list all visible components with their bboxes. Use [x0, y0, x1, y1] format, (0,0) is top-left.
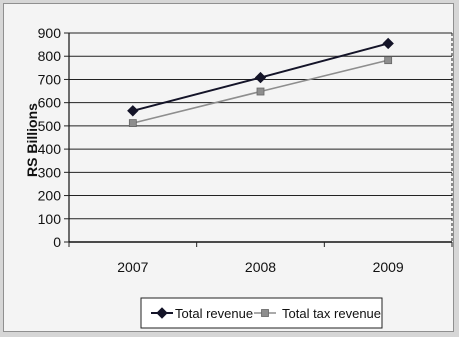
data-point: [127, 105, 139, 117]
y-tick-label: 800: [38, 48, 62, 64]
legend-label: Total tax revenue: [282, 306, 381, 321]
y-axis-label: RS Billions: [24, 103, 40, 177]
data-point: [256, 87, 265, 96]
legend-marker: [261, 309, 269, 317]
data-point: [254, 71, 267, 84]
x-tick-label: 2008: [245, 259, 276, 275]
y-tick-label: 400: [38, 141, 62, 157]
x-axis-ticks: 2007 2008 2009: [68, 242, 453, 275]
plot-area: [68, 32, 453, 243]
y-tick-label: 700: [38, 71, 62, 87]
legend-marker: [156, 307, 168, 319]
y-tick-label: 100: [38, 211, 62, 227]
y-axis-ticks: 0 100 200 300 400 500 600 700 800 900: [38, 25, 69, 250]
series-markers: [127, 37, 394, 128]
y-tick-label: 0: [53, 234, 61, 250]
legend: Total revenue Total tax revenue: [140, 297, 383, 329]
data-point: [382, 37, 394, 50]
legend-label: Total revenue: [175, 306, 253, 321]
x-tick-label: 2007: [117, 259, 148, 275]
y-tick-label: 200: [38, 188, 62, 204]
y-tick-label: 500: [38, 118, 62, 134]
gridlines: [69, 32, 452, 220]
y-tick-label: 600: [38, 95, 62, 111]
data-point: [128, 119, 137, 128]
x-tick-label: 2009: [373, 259, 404, 275]
data-point: [384, 56, 393, 65]
y-tick-label: 300: [38, 164, 62, 180]
chart-frame: [3, 3, 454, 332]
y-tick-label: 900: [38, 25, 62, 41]
